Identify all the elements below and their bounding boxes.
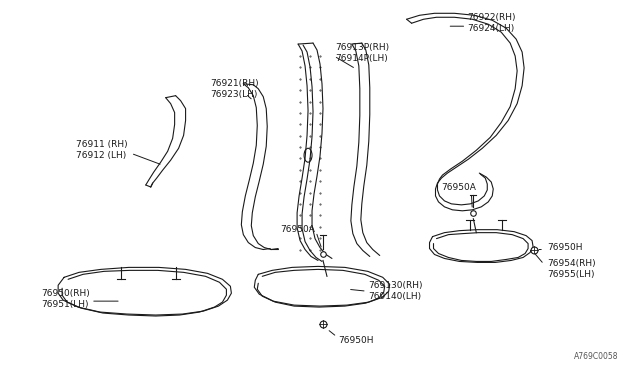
Text: 76950A: 76950A bbox=[442, 183, 476, 192]
Text: 76950H: 76950H bbox=[338, 336, 373, 345]
Text: 76922(RH)
76924(LH): 76922(RH) 76924(LH) bbox=[467, 13, 516, 33]
Text: A769C0058: A769C0058 bbox=[574, 352, 619, 361]
Text: 76950(RH)
76951(LH): 76950(RH) 76951(LH) bbox=[41, 289, 90, 309]
Text: 76954(RH)
76955(LH): 76954(RH) 76955(LH) bbox=[547, 259, 596, 279]
Text: 76913P(RH)
76914P(LH): 76913P(RH) 76914P(LH) bbox=[335, 43, 389, 63]
Text: 76950A: 76950A bbox=[280, 225, 315, 234]
Text: 769130(RH)
769140(LH): 769130(RH) 769140(LH) bbox=[368, 281, 422, 301]
Text: 76911 (RH)
76912 (LH): 76911 (RH) 76912 (LH) bbox=[76, 140, 128, 160]
Text: 76950H: 76950H bbox=[547, 243, 582, 252]
Text: 76921(RH)
76923(LH): 76921(RH) 76923(LH) bbox=[211, 79, 259, 99]
